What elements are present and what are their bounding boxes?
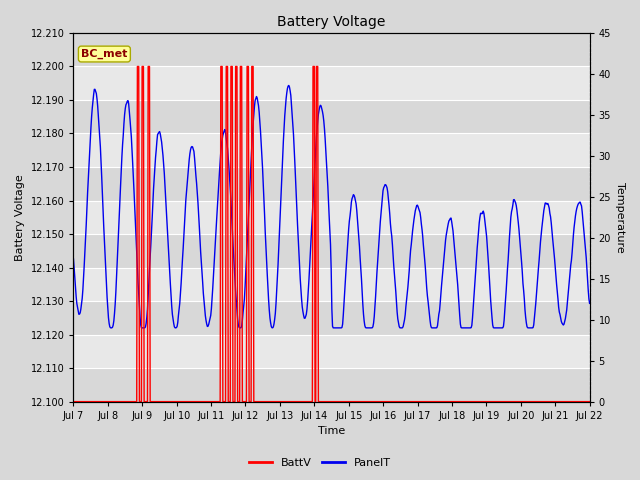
- Bar: [74, 234, 589, 267]
- Bar: [74, 301, 589, 335]
- Title: Battery Voltage: Battery Voltage: [277, 15, 386, 29]
- Bar: [74, 267, 589, 301]
- Bar: [74, 335, 589, 368]
- Bar: [74, 133, 589, 167]
- Bar: [74, 100, 589, 133]
- Y-axis label: Temperature: Temperature: [615, 182, 625, 252]
- Bar: [74, 201, 589, 234]
- Legend: BattV, PanelT: BattV, PanelT: [245, 453, 395, 472]
- Bar: [74, 368, 589, 402]
- Text: BC_met: BC_met: [81, 49, 127, 59]
- Bar: [74, 66, 589, 100]
- X-axis label: Time: Time: [318, 426, 345, 436]
- Bar: [74, 33, 589, 66]
- Y-axis label: Battery Voltage: Battery Voltage: [15, 174, 25, 261]
- Bar: [74, 167, 589, 201]
